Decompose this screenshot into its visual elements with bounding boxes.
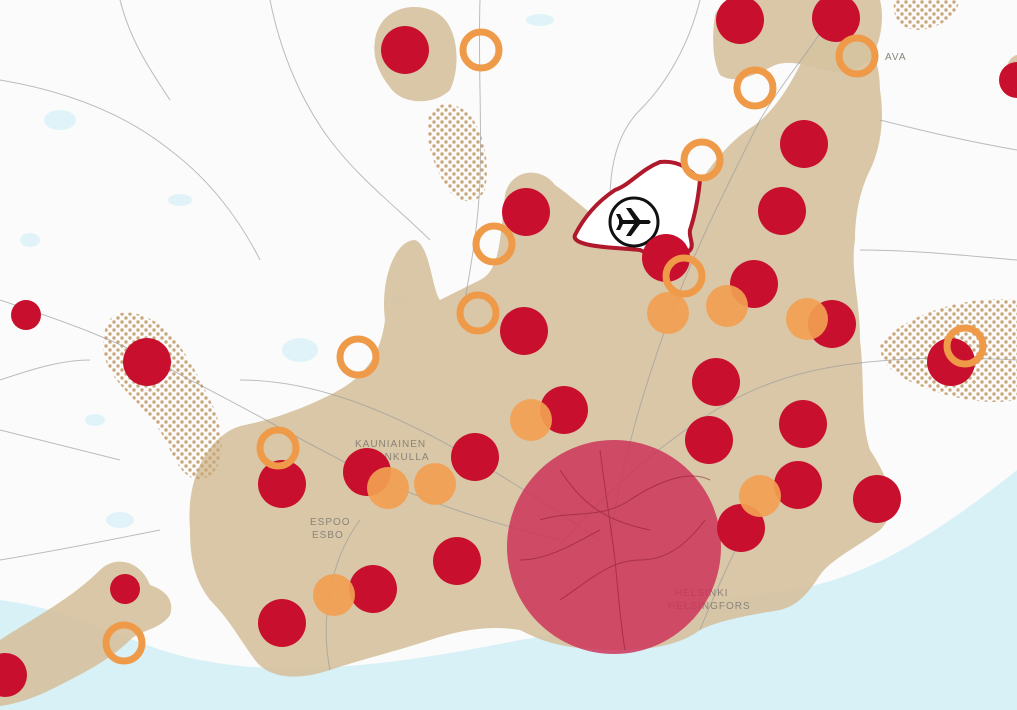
sea-area (0, 470, 1017, 710)
large-centre-marker[interactable] (780, 120, 828, 168)
lakes (20, 14, 554, 528)
local-centre-marker[interactable] (739, 475, 781, 517)
local-centre-marker[interactable] (367, 467, 409, 509)
large-centre-marker[interactable] (451, 433, 499, 481)
airplane-icon (608, 196, 660, 248)
label-espoo: ESPOO (310, 517, 351, 528)
large-centre-marker[interactable] (123, 338, 171, 386)
local-centre-marker[interactable] (706, 285, 748, 327)
local-centre-marker[interactable] (414, 463, 456, 505)
large-centre-marker[interactable] (642, 234, 690, 282)
large-centre-marker[interactable] (779, 400, 827, 448)
large-centre-marker[interactable] (692, 358, 740, 406)
planned-centres (102, 28, 987, 665)
large-centre-marker[interactable] (774, 461, 822, 509)
large-centre-marker[interactable] (540, 386, 588, 434)
large-centre-marker[interactable] (685, 416, 733, 464)
planned-centre-ring-marker[interactable] (456, 291, 500, 335)
planned-centre-ring-marker[interactable] (459, 28, 503, 72)
local-centre-marker[interactable] (786, 298, 828, 340)
large-centre-marker[interactable] (758, 187, 806, 235)
label-kauniainen: KAUNIAINEN (355, 439, 426, 450)
planned-centre-ring-marker[interactable] (336, 335, 380, 379)
local-centre-marker[interactable] (647, 292, 689, 334)
large-centre-marker[interactable] (999, 62, 1017, 98)
helsinki-core-streets (519, 449, 711, 651)
planned-centre-ring-marker[interactable] (662, 254, 706, 298)
large-centre-marker[interactable] (110, 574, 140, 604)
label-vantaa-partial: AVA (885, 52, 907, 63)
planned-centre-ring-marker[interactable] (472, 222, 516, 266)
large-centre-marker[interactable] (716, 0, 764, 44)
local-centre-marker[interactable] (313, 574, 355, 616)
large-centre-marker[interactable] (717, 504, 765, 552)
large-centre-marker[interactable] (433, 537, 481, 585)
planned-centre-ring-marker[interactable] (680, 138, 724, 182)
large-centre-marker[interactable] (0, 653, 27, 697)
planned-centre-ring-marker[interactable] (256, 426, 300, 470)
large-centre-marker[interactable] (349, 565, 397, 613)
large-centre-marker[interactable] (381, 26, 429, 74)
planned-centre-ring-marker[interactable] (835, 34, 879, 78)
large-centre-marker[interactable] (853, 475, 901, 523)
large-centre-marker[interactable] (258, 460, 306, 508)
large-centre-marker[interactable] (812, 0, 860, 42)
label-grankulla: GRANKULLA (360, 452, 430, 463)
large-centre-marker[interactable] (11, 300, 41, 330)
local-centres (313, 285, 828, 616)
local-centre-marker[interactable] (510, 399, 552, 441)
planned-centre-ring-marker[interactable] (943, 324, 987, 368)
road-network (0, 0, 1017, 671)
label-esbo: ESBO (312, 530, 344, 541)
planned-centre-ring-marker[interactable] (102, 621, 146, 665)
large-centre-marker[interactable] (502, 188, 550, 236)
planned-centre-ring-marker[interactable] (733, 66, 777, 110)
large-centre-marker[interactable] (500, 307, 548, 355)
large-centre-marker[interactable] (258, 599, 306, 647)
label-helsingfors: HELSINGFORS (668, 601, 751, 612)
helsinki-core-circle[interactable] (507, 440, 721, 654)
